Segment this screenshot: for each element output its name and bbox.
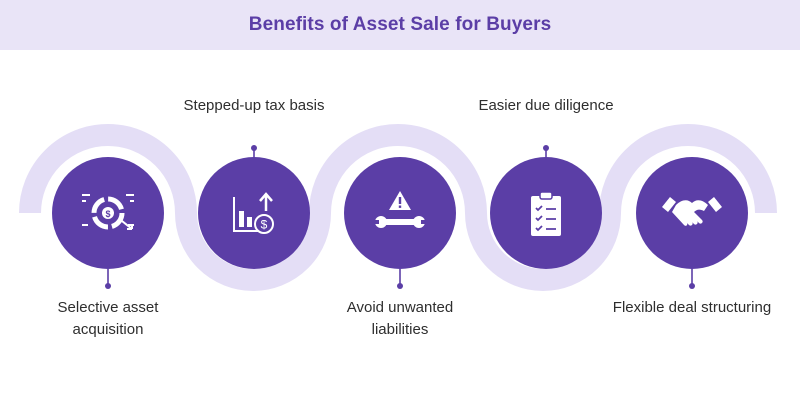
dollar-target-icon: $ [82,194,134,230]
step-label-1: Selective asset acquisition [57,299,159,338]
wave-track [19,124,777,291]
svg-text:$: $ [261,218,268,232]
step-label-2: Stepped-up tax basis [183,97,325,114]
connector-dot-4 [543,145,549,151]
connector-dot-2 [251,145,257,151]
header-band [0,0,800,50]
page-title: Benefits of Asset Sale for Buyers [248,14,552,35]
connector-dot-1 [105,283,111,289]
connector-dot-3 [397,283,403,289]
connector-dot-5 [689,283,695,289]
svg-text:$: $ [105,209,110,219]
step-label-4: Easier due diligence [478,97,614,114]
step-label-3: Avoid unwanted liabilities [346,299,454,338]
step-label-5: Flexible deal structuring [612,299,772,316]
step-circle-2 [198,157,310,269]
clipboard-checklist-icon [531,191,561,236]
warning-wrench-icon [373,191,427,228]
step-circle-3 [344,157,456,269]
bar-chart-dollar-icon: $ [233,192,274,234]
handshake-icon [662,197,722,226]
